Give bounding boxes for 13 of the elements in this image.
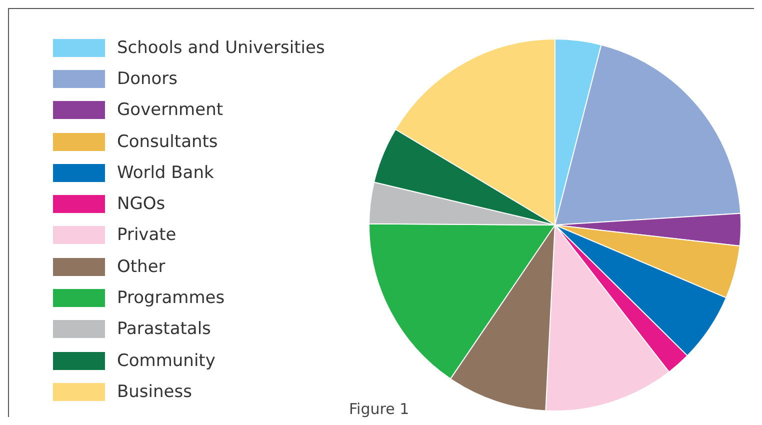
legend-label: Schools and Universities — [117, 38, 325, 58]
legend-label: Private — [117, 225, 176, 246]
legend-label: Donors — [117, 68, 178, 89]
legend-label: Business — [117, 382, 192, 402]
legend-label: Programmes — [117, 288, 225, 308]
legend-label: Parastatals — [117, 319, 211, 340]
legend-label: NGOs — [117, 194, 166, 214]
legend-label: Other — [117, 256, 166, 277]
legend-label: World Bank — [117, 162, 214, 183]
legend-label: Government — [117, 100, 224, 120]
legend-label: Community — [117, 350, 216, 371]
caption: Figure 1 — [349, 400, 410, 418]
legend-label: Consultants — [117, 132, 218, 152]
